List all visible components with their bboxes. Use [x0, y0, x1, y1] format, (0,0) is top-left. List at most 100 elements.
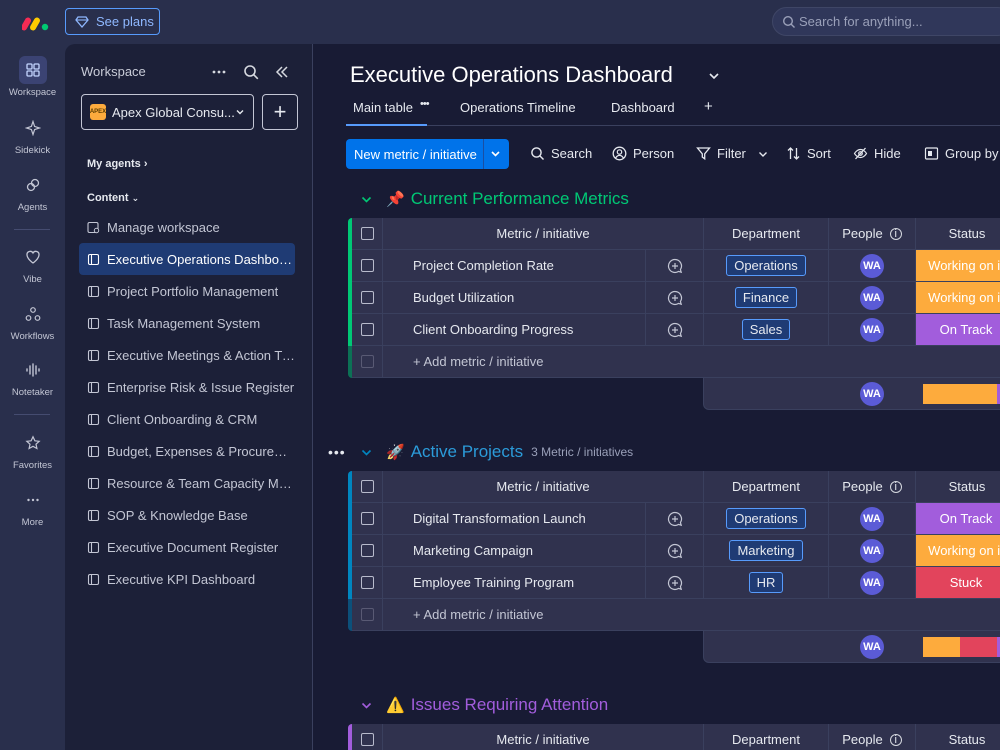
row-select-cell[interactable]	[352, 535, 383, 567]
person-filter-button[interactable]: Person	[612, 146, 674, 161]
checkbox[interactable]	[360, 544, 374, 557]
people-cell[interactable]: WA	[829, 314, 916, 346]
status-summary-bar-ontrack[interactable]	[997, 637, 1000, 657]
global-search-input[interactable]: Search for anything...	[772, 7, 1000, 36]
sidebar-item-executive-meetings[interactable]: Executive Meetings & Action Tr...	[79, 339, 295, 371]
column-header-item[interactable]: Metric / initiative	[383, 218, 704, 250]
add-workspace-item-button[interactable]: +	[262, 94, 298, 130]
status-summary-bar-working[interactable]	[923, 637, 960, 657]
add-update-button[interactable]	[646, 503, 704, 535]
group-name[interactable]: Issues Requiring Attention	[410, 695, 609, 714]
checkbox[interactable]	[360, 227, 374, 240]
checkbox[interactable]	[360, 259, 374, 272]
checkbox[interactable]	[360, 512, 374, 525]
group-header-issues[interactable]: ⚠️ Issues Requiring Attention	[361, 694, 608, 716]
item-name[interactable]: Marketing Campaign	[383, 535, 646, 567]
column-header-status[interactable]: Status	[916, 471, 1000, 503]
group-name[interactable]: Active Projects	[410, 442, 524, 461]
sidebar-item-budget-expenses[interactable]: Budget, Expenses & Procureme...	[79, 435, 295, 467]
column-header-item[interactable]: Metric / initiative	[383, 471, 704, 503]
filter-button[interactable]: Filter	[696, 146, 774, 161]
column-header-department[interactable]: Department	[704, 218, 829, 250]
chevron-down-icon[interactable]	[361, 700, 372, 711]
group-header-active-projects[interactable]: 🚀 Active Projects 3 Metric / initiatives	[361, 441, 633, 463]
status-summary-bar-working[interactable]	[923, 384, 997, 404]
chevron-down-icon[interactable]	[708, 70, 720, 82]
department-cell[interactable]: Sales	[704, 314, 829, 346]
column-header-department[interactable]: Department	[704, 471, 829, 503]
status-cell[interactable]: Working on it	[916, 535, 1000, 567]
add-update-button[interactable]	[646, 282, 704, 314]
rail-notetaker[interactable]: Notetaker	[0, 356, 65, 398]
add-update-button[interactable]	[646, 314, 704, 346]
sidebar-item-sop-knowledge[interactable]: SOP & Knowledge Base	[79, 499, 295, 531]
row-select-cell[interactable]	[352, 503, 383, 535]
column-header-item[interactable]: Metric / initiative	[383, 724, 704, 750]
status-cell[interactable]: On Track	[916, 503, 1000, 535]
sidebar-item-enterprise-risk[interactable]: Enterprise Risk & Issue Register	[79, 371, 295, 403]
new-item-button[interactable]: New metric / initiative	[346, 139, 509, 169]
status-cell[interactable]: On Track	[916, 314, 1000, 346]
row-select-cell[interactable]	[352, 567, 383, 599]
workspace-selector[interactable]: APEX Apex Global Consu...	[81, 94, 254, 130]
sidebar-item-client-onboarding[interactable]: Client Onboarding & CRM	[79, 403, 295, 435]
chevron-down-icon[interactable]	[490, 149, 501, 159]
department-cell[interactable]: HR	[704, 567, 829, 599]
content-section-toggle[interactable]: Content ⌄	[87, 192, 139, 204]
add-item-input[interactable]: + Add metric / initiative	[383, 346, 1000, 378]
select-all-cell[interactable]	[352, 471, 383, 503]
sort-button[interactable]: Sort	[786, 146, 831, 161]
people-cell[interactable]: WA	[829, 535, 916, 567]
my-agents-link[interactable]: My agents ›	[87, 158, 148, 170]
department-cell[interactable]: Operations	[704, 250, 829, 282]
department-cell[interactable]: Finance	[704, 282, 829, 314]
add-update-button[interactable]	[646, 567, 704, 599]
tab-dashboard[interactable]: Dashboard	[611, 100, 675, 115]
table-row[interactable]: Employee Training Program HR WA Stuck	[348, 567, 1000, 599]
checkbox[interactable]	[360, 733, 374, 746]
checkbox[interactable]	[360, 291, 374, 304]
tab-operations-timeline[interactable]: Operations Timeline	[460, 100, 576, 115]
people-cell[interactable]: WA	[829, 282, 916, 314]
people-cell[interactable]: WA	[829, 567, 916, 599]
rail-more[interactable]: More	[0, 486, 65, 528]
add-item-input[interactable]: + Add metric / initiative	[383, 599, 1000, 631]
item-name[interactable]: Budget Utilization	[383, 282, 646, 314]
column-header-department[interactable]: Department	[704, 724, 829, 750]
chevron-down-icon[interactable]	[361, 194, 372, 205]
column-header-status[interactable]: Status	[916, 724, 1000, 750]
column-header-status[interactable]: Status	[916, 218, 1000, 250]
select-all-cell[interactable]	[352, 724, 383, 750]
group-name[interactable]: Current Performance Metrics	[410, 189, 629, 208]
row-select-cell[interactable]	[352, 282, 383, 314]
column-header-people[interactable]: People i	[829, 724, 916, 750]
table-row[interactable]: Client Onboarding Progress Sales WA On T…	[348, 314, 1000, 346]
page-title[interactable]: Executive Operations Dashboard	[350, 62, 673, 87]
add-view-button[interactable]: +	[704, 98, 713, 115]
collapse-sidebar-icon[interactable]	[273, 63, 291, 81]
sidebar-item-task-management[interactable]: Task Management System	[79, 307, 295, 339]
chevron-down-icon[interactable]	[361, 447, 372, 458]
hide-button[interactable]: Hide	[853, 146, 901, 161]
checkbox[interactable]	[360, 576, 374, 589]
add-item-row[interactable]: + Add metric / initiative	[348, 346, 1000, 378]
add-item-row[interactable]: + Add metric / initiative	[348, 599, 1000, 631]
rail-sidekick[interactable]: Sidekick	[0, 114, 65, 156]
table-row[interactable]: Marketing Campaign Marketing WA Working …	[348, 535, 1000, 567]
people-cell[interactable]: WA	[829, 250, 916, 282]
column-header-people[interactable]: People i	[829, 471, 916, 503]
add-update-button[interactable]	[646, 535, 704, 567]
group-by-button[interactable]: Group by	[924, 146, 998, 161]
status-summary-bar-ontrack[interactable]	[997, 384, 1000, 404]
status-cell[interactable]: Working on it	[916, 282, 1000, 314]
row-select-cell[interactable]	[352, 250, 383, 282]
sidebar-item-project-portfolio[interactable]: Project Portfolio Management	[79, 275, 295, 307]
department-cell[interactable]: Operations	[704, 503, 829, 535]
sidebar-item-kpi-dashboard[interactable]: Executive KPI Dashboard	[79, 563, 295, 595]
row-select-cell[interactable]	[352, 314, 383, 346]
group-options-button[interactable]: •••	[328, 444, 346, 460]
people-cell[interactable]: WA	[829, 503, 916, 535]
item-name[interactable]: Digital Transformation Launch	[383, 503, 646, 535]
tab-options-dots[interactable]: •••	[420, 98, 430, 110]
rail-workspace[interactable]: Workspace	[0, 56, 65, 98]
